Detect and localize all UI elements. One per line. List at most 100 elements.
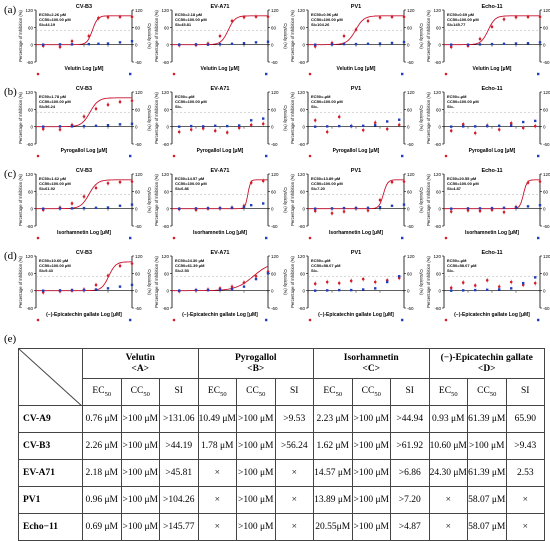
y2-tick-label: -60 — [543, 224, 550, 229]
inhibition-point — [337, 281, 341, 285]
cytotoxicity-point — [266, 272, 270, 275]
table-cell: >61.92 — [390, 432, 430, 460]
table-row: CV-A9 0.76 μM >100 μM >131.06 10.49 μM >100 μ… — [18, 405, 545, 433]
y-left-label: Percentage of Inhibition (%) — [18, 92, 23, 144]
cytotoxicity-point — [238, 124, 241, 127]
fit-curve — [36, 179, 132, 210]
y-tick-label: 120 — [433, 8, 441, 13]
inhibition-point — [533, 281, 537, 285]
y2-tick-label: -60 — [407, 142, 414, 147]
legend-inhibition-marker — [444, 236, 448, 240]
x-axis-label: Velutin Log [μM] — [201, 66, 240, 72]
x-axis-label: Isorhamnetin Log [μM] — [329, 230, 383, 236]
inhibition-point — [509, 280, 513, 284]
legend-cytotoxicity-marker — [265, 72, 268, 76]
y-tick-label: 0 — [166, 289, 169, 294]
inhibition-point — [466, 209, 470, 212]
legend-cytotoxicity-marker — [401, 72, 404, 76]
cytotoxicity-point — [450, 289, 453, 292]
y-left-label: Percentage of Inhibition (%) — [18, 174, 23, 226]
cytotoxicity-point — [58, 43, 62, 46]
x-axis-label: (−)-Epicatechin gallate Log [μM] — [182, 312, 258, 318]
metric-header: CC50 — [120, 378, 160, 406]
y-tick-label: 120 — [25, 8, 33, 13]
inhibition-point — [514, 15, 518, 19]
cytotoxicity-point — [522, 120, 525, 124]
y-tick-label: 60 — [436, 271, 442, 276]
table-cell: 2.53 — [505, 459, 545, 487]
inhibition-point — [313, 282, 317, 286]
cytotoxicity-point — [498, 288, 501, 291]
panel-annotation: SI=104.26 — [311, 22, 330, 27]
legend-inhibition-marker — [308, 72, 312, 76]
table-cell: 1.62 μM — [313, 432, 353, 460]
y2-tick-label: 60 — [271, 271, 277, 276]
y-tick-label: 0 — [30, 125, 33, 130]
y-tick-label: 60 — [164, 25, 170, 30]
y2-tick-label: 0 — [407, 207, 410, 212]
table-cell: × — [505, 486, 545, 514]
cytotoxicity-point — [514, 42, 518, 45]
y-tick-label: -60 — [26, 142, 33, 147]
table-cell: 14.57 μM — [313, 459, 353, 487]
panel-title: EV-A71 — [211, 168, 230, 174]
y-right-label: Cytoxicity (%) — [419, 23, 424, 49]
y-right-label: Cytoxicity (%) — [147, 269, 152, 295]
y-tick-label: 120 — [433, 90, 441, 95]
inhibition-point — [385, 127, 389, 131]
inhibition-point — [70, 39, 74, 43]
cytotoxicity-point — [87, 42, 90, 46]
cytotoxicity-point — [538, 204, 542, 207]
y-tick-label: 60 — [28, 189, 34, 194]
x-axis-label: (−)-Epicatechin gallate Log [μM] — [318, 312, 394, 318]
inhibition-point — [366, 19, 370, 23]
table-cell: 2.18 μM — [82, 459, 122, 487]
metric-header: CC50 — [467, 378, 507, 406]
panel-annotation: SI=44.19 — [39, 22, 56, 27]
cytotoxicity-point — [466, 207, 470, 210]
y2-tick-label: -60 — [135, 306, 142, 311]
metric-header: SI — [159, 378, 199, 406]
y2-tick-label: 60 — [271, 189, 277, 194]
legend-inhibition-marker — [172, 154, 176, 158]
panel-annotation: CC50=58.07 μM — [447, 263, 477, 268]
inhibition-point — [313, 209, 317, 213]
cytotoxicity-point — [526, 205, 530, 208]
y2-tick-label: 120 — [135, 8, 143, 13]
table-cell: >145.77 — [159, 513, 199, 541]
cytotoxicity-point — [390, 204, 394, 207]
cytotoxicity-point — [130, 203, 134, 206]
panel-annotation: CC50=100.00 μM — [447, 17, 479, 22]
inhibition-point — [106, 181, 110, 185]
cytotoxicity-point — [194, 43, 198, 46]
y2-tick-label: 0 — [543, 43, 546, 48]
cytotoxicity-point — [462, 125, 465, 128]
y-tick-label: -60 — [162, 60, 169, 65]
y2-tick-label: 0 — [135, 125, 138, 130]
table-cell: >9.43 — [505, 432, 545, 460]
inhibition-point — [230, 285, 234, 288]
row-label: EV-A71 — [18, 459, 83, 487]
inhibition-point — [342, 34, 346, 38]
y2-tick-label: 0 — [407, 125, 410, 130]
cytotoxicity-point — [326, 125, 329, 128]
metric-header: SI — [505, 378, 545, 406]
cytotoxicity-point — [226, 124, 229, 128]
table-cell: >4.87 — [390, 513, 430, 541]
y-tick-label: 0 — [438, 207, 441, 212]
inhibition-point — [177, 130, 181, 134]
table-cell: 58.07 μM — [467, 486, 507, 514]
panel-title: PV1 — [351, 168, 361, 174]
panel-title: Echo-11 — [481, 250, 502, 256]
panel-annotation: EC50=2.18 μM — [175, 12, 203, 17]
table-cell: >131.06 — [159, 405, 199, 433]
panel-annotation: EC50=-μM — [447, 94, 467, 99]
panel-annotation: EC50=13.89 μM — [311, 176, 341, 181]
table-cell: >45.81 — [159, 459, 199, 487]
legend-cytotoxicity-marker — [537, 154, 540, 158]
y-tick-label: 120 — [25, 172, 33, 177]
panel-annotation: CC50=100.00 μM — [311, 17, 343, 22]
table-cell: >7.20 — [390, 486, 430, 514]
inhibition-point — [397, 123, 401, 127]
row-label: CV-A9 — [18, 405, 83, 433]
